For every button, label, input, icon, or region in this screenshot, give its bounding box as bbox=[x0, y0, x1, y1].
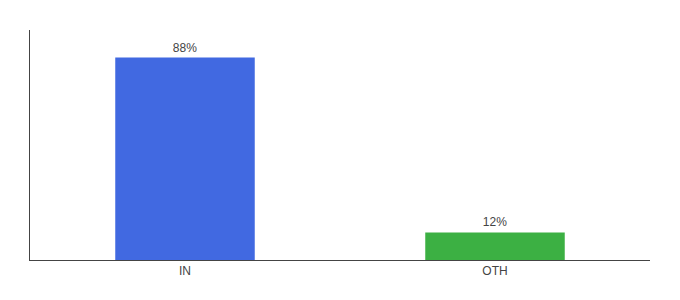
svg-text:88%: 88% bbox=[173, 41, 197, 55]
svg-text:OTH: OTH bbox=[482, 264, 507, 278]
svg-text:12%: 12% bbox=[483, 215, 507, 229]
svg-text:IN: IN bbox=[179, 264, 191, 278]
